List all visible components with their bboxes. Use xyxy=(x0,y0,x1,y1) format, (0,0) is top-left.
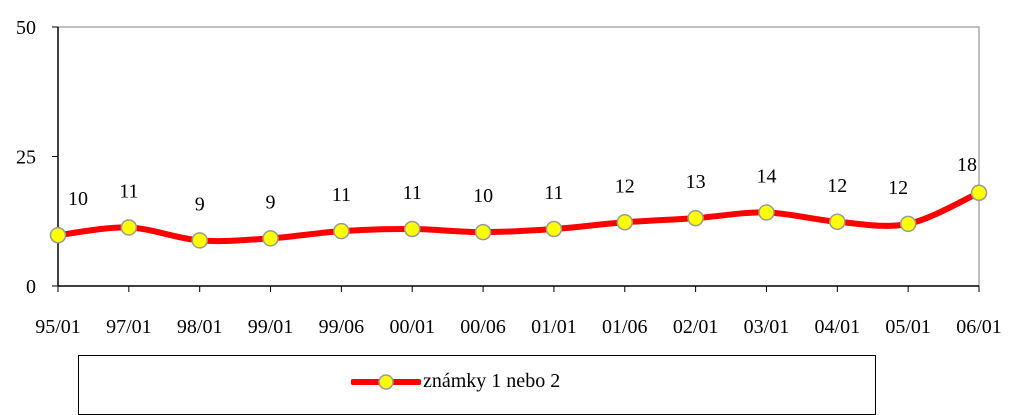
data-point xyxy=(899,215,917,233)
data-point xyxy=(262,230,279,247)
data-label: 12 xyxy=(615,175,635,197)
x-tick-label: 01/06 xyxy=(602,316,648,338)
data-point xyxy=(687,209,704,227)
data-label: 11 xyxy=(119,180,138,202)
y-tick-label: 50 xyxy=(16,17,36,39)
legend: známky 1 nebo 2 xyxy=(78,355,876,415)
x-tick-label: 06/01 xyxy=(956,316,1002,338)
line-chart: 0 25 50 95/01 97/01 98/01 99/01 99/06 00/01 00/06… xyxy=(16,17,1002,338)
data-label: 11 xyxy=(403,182,422,204)
data-label: 11 xyxy=(332,184,351,206)
data-point xyxy=(191,232,208,249)
x-tick-label: 97/01 xyxy=(106,316,152,338)
x-tick-label: 04/01 xyxy=(815,316,861,338)
data-point xyxy=(545,220,563,238)
data-label: 18 xyxy=(957,154,977,176)
x-tick-label: 95/01 xyxy=(35,316,81,338)
y-tick-label: 25 xyxy=(16,147,36,169)
y-tick-label: 0 xyxy=(26,276,36,298)
x-tick-label: 02/01 xyxy=(673,316,719,338)
data-point xyxy=(49,226,67,244)
data-point xyxy=(474,223,492,241)
x-tick-label: 00/01 xyxy=(389,316,435,338)
data-point xyxy=(970,184,988,202)
data-label: 13 xyxy=(686,171,706,193)
series-layer xyxy=(49,184,988,249)
data-labels: 10 11 9 9 11 11 10 11 12 13 14 12 12 18 xyxy=(68,154,977,216)
data-label: 12 xyxy=(888,177,908,199)
x-tick-label: 98/01 xyxy=(177,316,223,338)
data-label: 14 xyxy=(756,165,776,187)
data-point xyxy=(403,220,421,238)
data-point xyxy=(758,204,775,221)
legend-item: známky 1 nebo 2 xyxy=(351,370,560,393)
data-label: 12 xyxy=(827,175,847,197)
x-tick-label: 03/01 xyxy=(744,316,790,338)
data-point xyxy=(333,222,350,240)
data-point xyxy=(829,213,846,231)
x-tick-label: 99/01 xyxy=(248,316,294,338)
data-label: 10 xyxy=(473,185,493,207)
data-label: 10 xyxy=(68,188,88,210)
data-label: 11 xyxy=(544,182,563,204)
x-tick-label: 99/06 xyxy=(319,316,365,338)
x-tick-label: 01/01 xyxy=(531,316,577,338)
legend-label: známky 1 nebo 2 xyxy=(423,370,561,392)
data-point xyxy=(616,214,634,231)
data-label: 9 xyxy=(195,193,205,215)
legend-line-marker-icon xyxy=(351,373,421,390)
axes: 0 25 50 95/01 97/01 98/01 99/01 99/06 00/01 00/06… xyxy=(16,17,1002,338)
x-tick-label: 05/01 xyxy=(885,316,931,338)
data-point xyxy=(120,219,138,236)
x-tick-label: 00/06 xyxy=(460,316,506,338)
data-label: 9 xyxy=(266,191,276,213)
